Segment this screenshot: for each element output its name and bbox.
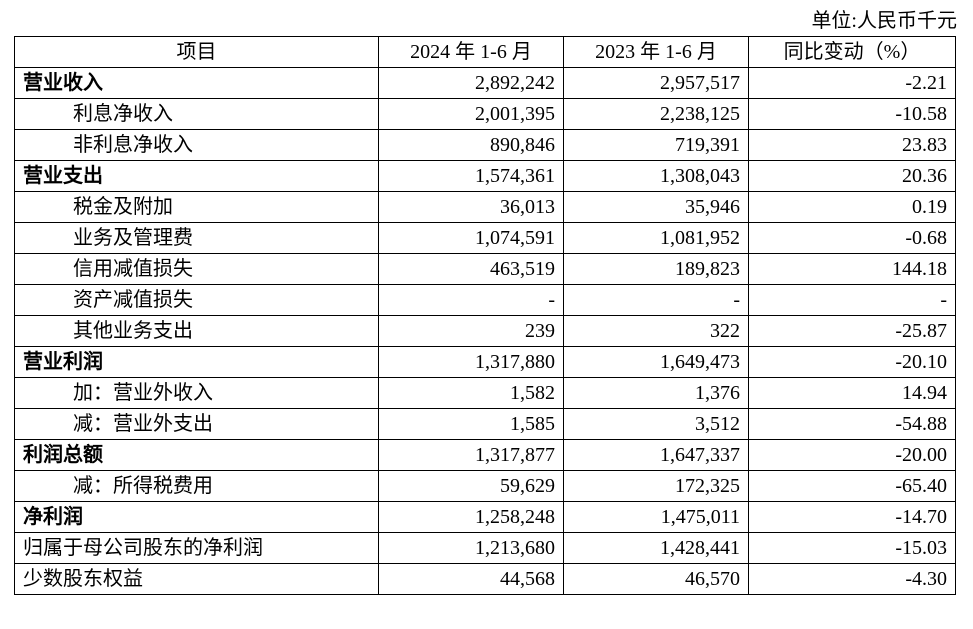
value-cell: 35,946 xyxy=(563,191,749,223)
table-row: 税金及附加 36,013 35,946 0.19 xyxy=(14,191,956,223)
header-cell: 2023 年 1-6 月 xyxy=(563,36,749,68)
value-cell: -10.58 xyxy=(748,98,956,130)
table-row: 其他业务支出 239 322 -25.87 xyxy=(14,315,956,347)
value-cell: 1,376 xyxy=(563,377,749,409)
value-cell: 14.94 xyxy=(748,377,956,409)
value-cell: 1,647,337 xyxy=(563,439,749,471)
item-cell: 其他业务支出 xyxy=(14,315,379,347)
item-cell: 营业收入 xyxy=(14,67,379,99)
value-cell: -14.70 xyxy=(748,501,956,533)
item-cell: 非利息净收入 xyxy=(14,129,379,161)
table-row: 信用减值损失 463,519 189,823 144.18 xyxy=(14,253,956,285)
value-cell: 189,823 xyxy=(563,253,749,285)
table-row: 资产减值损失 - - - xyxy=(14,284,956,316)
value-cell: - xyxy=(563,284,749,316)
value-cell: 0.19 xyxy=(748,191,956,223)
value-cell: 2,001,395 xyxy=(378,98,564,130)
table-row: 减：营业外支出 1,585 3,512 -54.88 xyxy=(14,408,956,440)
table-row: 营业支出 1,574,361 1,308,043 20.36 xyxy=(14,160,956,192)
table-row: 利息净收入 2,001,395 2,238,125 -10.58 xyxy=(14,98,956,130)
value-cell: -20.10 xyxy=(748,346,956,378)
value-cell: 719,391 xyxy=(563,129,749,161)
value-cell: 36,013 xyxy=(378,191,564,223)
value-cell: - xyxy=(748,284,956,316)
value-cell: 1,574,361 xyxy=(378,160,564,192)
unit-note: 单位:人民币千元 xyxy=(811,10,957,32)
value-cell: 44,568 xyxy=(378,563,564,595)
value-cell: 1,317,877 xyxy=(378,439,564,471)
value-cell: - xyxy=(378,284,564,316)
value-cell: 3,512 xyxy=(563,408,749,440)
value-cell: 2,238,125 xyxy=(563,98,749,130)
value-cell: 1,258,248 xyxy=(378,501,564,533)
value-cell: 23.83 xyxy=(748,129,956,161)
value-cell: -65.40 xyxy=(748,470,956,502)
value-cell: 1,213,680 xyxy=(378,532,564,564)
item-cell: 资产减值损失 xyxy=(14,284,379,316)
item-cell: 减：所得税费用 xyxy=(14,470,379,502)
header-cell: 项目 xyxy=(14,36,379,68)
table-row: 减：所得税费用 59,629 172,325 -65.40 xyxy=(14,470,956,502)
item-cell: 少数股东权益 xyxy=(14,563,379,595)
header-cell: 同比变动（%） xyxy=(748,36,956,68)
value-cell: 322 xyxy=(563,315,749,347)
value-cell: 463,519 xyxy=(378,253,564,285)
value-cell: 144.18 xyxy=(748,253,956,285)
table-body: 营业收入 2,892,242 2,957,517 -2.21 利息净收入 2,001,39… xyxy=(14,67,956,595)
value-cell: 890,846 xyxy=(378,129,564,161)
value-cell: -4.30 xyxy=(748,563,956,595)
value-cell: 59,629 xyxy=(378,470,564,502)
item-cell: 税金及附加 xyxy=(14,191,379,223)
item-cell: 营业利润 xyxy=(14,346,379,378)
value-cell: 1,308,043 xyxy=(563,160,749,192)
table-row: 净利润 1,258,248 1,475,011 -14.70 xyxy=(14,501,956,533)
value-cell: 1,074,591 xyxy=(378,222,564,254)
table-row: 利润总额 1,317,877 1,647,337 -20.00 xyxy=(14,439,956,471)
item-cell: 业务及管理费 xyxy=(14,222,379,254)
table-row: 营业收入 2,892,242 2,957,517 -2.21 xyxy=(14,67,956,99)
value-cell: 1,582 xyxy=(378,377,564,409)
value-cell: -15.03 xyxy=(748,532,956,564)
table-row: 少数股东权益 44,568 46,570 -4.30 xyxy=(14,563,956,595)
header-cell: 2024 年 1-6 月 xyxy=(378,36,564,68)
item-cell: 净利润 xyxy=(14,501,379,533)
item-cell: 利息净收入 xyxy=(14,98,379,130)
table-row: 业务及管理费 1,074,591 1,081,952 -0.68 xyxy=(14,222,956,254)
value-cell: 2,957,517 xyxy=(563,67,749,99)
table-row: 加：营业外收入 1,582 1,376 14.94 xyxy=(14,377,956,409)
value-cell: -25.87 xyxy=(748,315,956,347)
value-cell: -2.21 xyxy=(748,67,956,99)
item-cell: 利润总额 xyxy=(14,439,379,471)
value-cell: -20.00 xyxy=(748,439,956,471)
value-cell: -0.68 xyxy=(748,222,956,254)
header-row: 项目 2024 年 1-6 月 2023 年 1-6 月 同比变动（%） xyxy=(14,36,956,68)
value-cell: 46,570 xyxy=(563,563,749,595)
value-cell: 20.36 xyxy=(748,160,956,192)
value-cell: 239 xyxy=(378,315,564,347)
income-table: 项目 2024 年 1-6 月 2023 年 1-6 月 同比变动（%） 营业收… xyxy=(14,36,956,595)
value-cell: 1,428,441 xyxy=(563,532,749,564)
value-cell: -54.88 xyxy=(748,408,956,440)
table-row: 营业利润 1,317,880 1,649,473 -20.10 xyxy=(14,346,956,378)
value-cell: 2,892,242 xyxy=(378,67,564,99)
item-cell: 营业支出 xyxy=(14,160,379,192)
item-cell: 信用减值损失 xyxy=(14,253,379,285)
value-cell: 172,325 xyxy=(563,470,749,502)
value-cell: 1,649,473 xyxy=(563,346,749,378)
item-cell: 归属于母公司股东的净利润 xyxy=(14,532,379,564)
value-cell: 1,475,011 xyxy=(563,501,749,533)
item-cell: 减：营业外支出 xyxy=(14,408,379,440)
item-cell: 加：营业外收入 xyxy=(14,377,379,409)
table-row: 归属于母公司股东的净利润 1,213,680 1,428,441 -15.03 xyxy=(14,532,956,564)
value-cell: 1,317,880 xyxy=(378,346,564,378)
value-cell: 1,585 xyxy=(378,408,564,440)
value-cell: 1,081,952 xyxy=(563,222,749,254)
table-row: 非利息净收入 890,846 719,391 23.83 xyxy=(14,129,956,161)
